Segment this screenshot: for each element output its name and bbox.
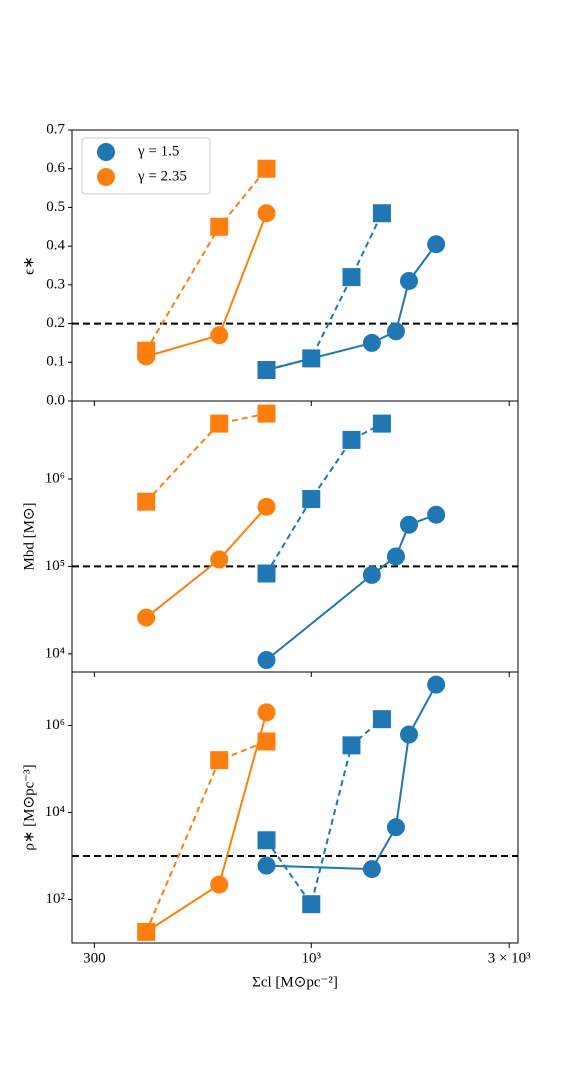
circle-marker [399,725,418,744]
square-marker [210,751,229,770]
y-tick-label: 0.6 [46,160,65,176]
circle-marker [257,497,276,516]
circle-marker [210,550,229,569]
circle-marker [427,235,446,254]
series-line [265,513,437,661]
series-line [266,212,383,371]
series-line [265,422,383,575]
y-axis-label: Mbd [M⊙] [21,503,37,571]
square-marker [257,831,276,850]
square-marker [342,736,361,755]
circle-marker [399,515,418,534]
square-marker [372,204,391,223]
x-tick-label: 3 × 10³ [488,950,531,966]
legend-label: γ = 2.35 [137,168,187,184]
x-tick-label: 10³ [302,950,322,966]
circle-marker [427,675,446,694]
legend-marker [97,168,115,186]
plot-frame [71,671,519,944]
series-line [145,712,268,933]
y-tick-label: 10⁴ [45,804,65,820]
square-marker [257,404,276,423]
series-line [145,506,268,619]
y-tick-label: 0.4 [46,238,65,254]
y-tick-label: 0.0 [46,392,65,408]
circle-marker [386,322,405,341]
series-line [145,212,268,358]
circle-marker [137,608,156,627]
square-marker [372,414,391,433]
y-tick-label: 0.7 [46,121,65,137]
circle-marker [386,547,405,566]
y-tick-label: 10⁶ [45,717,65,733]
circle-marker [362,333,381,352]
circle-marker [362,565,381,584]
square-marker [257,361,276,380]
square-marker [257,159,276,178]
circle-marker [257,651,276,670]
square-marker [210,414,229,433]
circle-marker [427,505,446,524]
legend-label: γ = 1.5 [137,143,179,159]
square-marker [302,349,321,368]
y-tick-label: 0.3 [46,276,65,292]
series-line [145,412,267,503]
square-marker [257,732,276,751]
plot-frame [71,400,519,673]
y-tick-label: 10⁶ [45,470,65,486]
series-line [265,718,383,907]
y-tick-label: 0.1 [46,354,65,370]
series-line [266,684,438,871]
x-tick-label: 300 [83,950,106,966]
y-tick-label: 10⁴ [45,645,65,661]
y-axis-label: ϵ∗ [21,256,37,275]
series-line [145,740,267,933]
square-marker [137,341,156,360]
square-marker [302,895,321,914]
circle-marker [210,326,229,345]
square-marker [210,217,229,236]
circle-marker [399,271,418,290]
circle-marker [362,860,381,879]
square-marker [257,564,276,583]
square-marker [342,430,361,449]
y-tick-label: 10² [46,891,66,907]
y-axis-label: ρ∗ [M⊙pc⁻³] [21,764,37,850]
square-marker [342,268,361,287]
y-tick-label: 10⁵ [45,558,65,574]
y-tick-label: 0.5 [46,199,65,215]
square-marker [372,710,391,729]
square-marker [137,492,156,511]
square-marker [137,922,156,941]
circle-marker [257,204,276,223]
circle-marker [257,703,276,722]
circle-marker [210,875,229,894]
circle-marker [386,818,405,837]
square-marker [302,490,321,509]
circle-marker [257,856,276,875]
series-line [266,243,437,371]
y-tick-label: 0.2 [46,315,65,331]
x-axis-label: Σcl [M⊙pc⁻²] [252,974,338,990]
legend-marker [97,143,115,161]
